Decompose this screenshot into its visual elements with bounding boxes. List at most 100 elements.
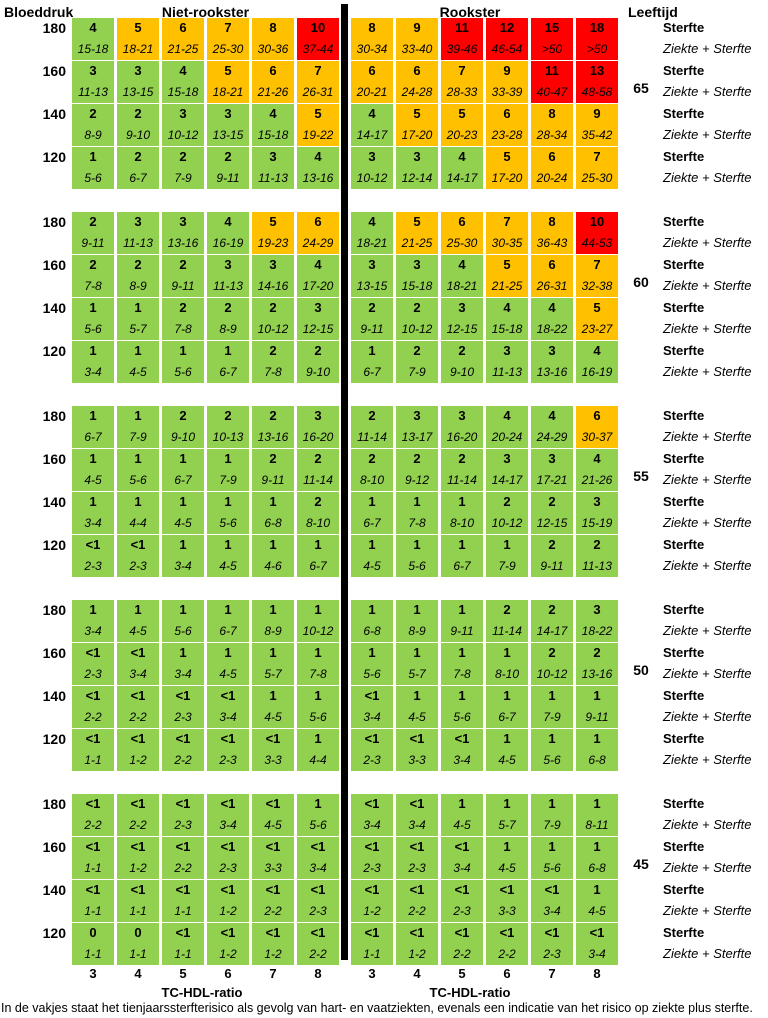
risk-value-sterfte: 8 [368,20,376,35]
risk-range-ziekte-sterfte: 3-4 [453,753,471,767]
risk-cell: 9 33-39 [486,61,528,103]
risk-range-ziekte-sterfte: 2-3 [363,861,381,875]
risk-range-ziekte-sterfte: 48-58 [581,85,613,99]
age-block-60: 180 2 9-11 3 11-13 3 13-16 4 16-19 5 19-23 6 24-29 4 1… [0,212,768,384]
risk-value-sterfte: 3 [89,63,97,78]
risk-value-sterfte: 5 [503,257,511,272]
risk-value-sterfte: <1 [130,537,146,552]
risk-cell: 2 11-14 [441,449,483,491]
risk-value-sterfte: 2 [413,343,421,358]
risk-range-ziekte-sterfte: 6-7 [363,516,381,530]
risk-cell: 1 5-6 [297,686,339,728]
risk-value-sterfte: 1 [413,494,421,509]
risk-cell: 2 7-9 [396,341,438,383]
ratio-tick-label: 8 [593,966,601,981]
risk-range-ziekte-sterfte: 20-21 [356,85,388,99]
risk-range-ziekte-sterfte: 6-7 [219,365,237,379]
risk-cell: 1 3-4 [162,643,204,685]
risk-range-ziekte-sterfte: 10-12 [356,171,388,185]
risk-value-sterfte: 4 [503,408,511,423]
risk-cell: 2 10-12 [396,298,438,340]
risk-cell: 2 8-10 [297,492,339,534]
age-tick-label: 55 [633,468,649,484]
risk-range-ziekte-sterfte: 12-15 [536,516,568,530]
risk-cell: 1 5-6 [72,147,114,189]
risk-range-ziekte-sterfte: 3-4 [84,516,102,530]
risk-cell: <1 2-3 [162,686,204,728]
risk-cell: 5 23-27 [576,298,618,340]
risk-cell: <1 3-4 [396,794,438,836]
risk-range-ziekte-sterfte: 3-3 [408,753,426,767]
ziekte-sterfte-label: Ziekte + Sterfte [663,860,752,875]
risk-cell: 0 1-1 [117,923,159,965]
risk-value-sterfte: 12 [499,20,515,35]
risk-value-sterfte: 1 [593,796,601,811]
risk-range-ziekte-sterfte: 6-7 [498,710,516,724]
risk-range-ziekte-sterfte: 7-9 [174,171,192,185]
risk-value-sterfte: 1 [458,537,466,552]
risk-range-ziekte-sterfte: 9-10 [170,430,196,444]
risk-cell: 13 48-58 [576,61,618,103]
ratio-tick-label: 3 [89,966,97,981]
risk-range-ziekte-sterfte: 8-9 [219,322,237,336]
risk-range-ziekte-sterfte: 11-13 [582,559,612,573]
ziekte-sterfte-label: Ziekte + Sterfte [663,666,752,681]
risk-range-ziekte-sterfte: 2-3 [453,904,471,918]
risk-cell: 2 9-11 [207,147,249,189]
bp-tick-label: 140 [42,688,66,704]
risk-value-sterfte: 1 [548,796,556,811]
risk-value-sterfte: 6 [548,257,556,272]
risk-range-ziekte-sterfte: 4-5 [498,861,516,875]
ziekte-sterfte-label: Ziekte + Sterfte [663,817,752,832]
risk-range-ziekte-sterfte: 7-9 [543,818,561,832]
risk-value-sterfte: 8 [269,20,277,35]
risk-value-sterfte: <1 [265,731,281,746]
risk-range-ziekte-sterfte: 40-47 [536,85,568,99]
risk-range-ziekte-sterfte: 4-5 [84,473,102,487]
risk-value-sterfte: 1 [314,602,322,617]
risk-value-sterfte: 1 [314,537,322,552]
risk-cell: 6 25-30 [441,212,483,254]
risk-cell: 8 30-36 [252,18,294,60]
risk-value-sterfte: 3 [548,343,556,358]
risk-value-sterfte: 1 [413,688,421,703]
bp-row-140: 140 1 3-4 1 4-4 1 4-5 1 5-6 1 6-8 2 8-10 1 6-7 1 7-8 1 8-1… [0,492,768,534]
risk-range-ziekte-sterfte: 18-21 [446,279,478,293]
risk-value-sterfte: 1 [368,602,376,617]
risk-cell: 5 21-25 [486,255,528,297]
risk-range-ziekte-sterfte: 8-10 [494,667,520,681]
risk-value-sterfte: 2 [548,602,556,617]
risk-range-ziekte-sterfte: 16-19 [581,365,613,379]
risk-value-sterfte: 2 [413,300,421,315]
ziekte-sterfte-label: Ziekte + Sterfte [663,946,752,961]
risk-range-ziekte-sterfte: 8-11 [585,818,609,832]
bp-row-120: 120 1 3-4 1 4-5 1 5-6 1 6-7 2 7-8 2 9-10 1 6-7 2 7-9 2 9-1… [0,341,768,383]
risk-range-ziekte-sterfte: 3-4 [129,667,147,681]
risk-value-sterfte: <1 [454,925,470,940]
risk-cell: 4 15-18 [72,18,114,60]
risk-range-ziekte-sterfte: 13-16 [581,667,613,681]
ratio-tick-label: 7 [269,966,277,981]
risk-value-sterfte: 2 [314,451,322,466]
risk-cell: 6 30-37 [576,406,618,448]
risk-cell: 1 4-6 [252,535,294,577]
risk-value-sterfte: <1 [130,731,146,746]
risk-cell: 6 24-29 [297,212,339,254]
group-title-niet-rookster: Niet-rookster [161,4,250,20]
risk-cell: <1 2-3 [72,535,114,577]
risk-cell: 12 46-54 [486,18,528,60]
bp-row-180: 180 1 3-4 1 4-5 1 5-6 1 6-7 1 8-9 1 10-12 1 6-8 1 8-9 1 9-… [0,600,768,642]
risk-cell: 4 21-26 [576,449,618,491]
risk-value-sterfte: 1 [548,731,556,746]
risk-cell: 6 26-31 [531,255,573,297]
bp-row-120: 120 1 5-6 2 6-7 2 7-9 2 9-11 3 11-13 4 13-16 3 10-12 3 1… [0,147,768,189]
risk-value-sterfte: <1 [175,731,191,746]
risk-range-ziekte-sterfte: 14-17 [491,473,523,487]
risk-value-sterfte: 1 [224,537,232,552]
risk-cell: 4 16-19 [207,212,249,254]
bp-tick-label: 160 [42,645,66,661]
risk-value-sterfte: 1 [503,688,511,703]
risk-range-ziekte-sterfte: 10-13 [212,430,244,444]
bp-tick-label: 140 [42,106,66,122]
row-type-labels: Sterfte Ziekte + Sterfte [663,255,768,297]
